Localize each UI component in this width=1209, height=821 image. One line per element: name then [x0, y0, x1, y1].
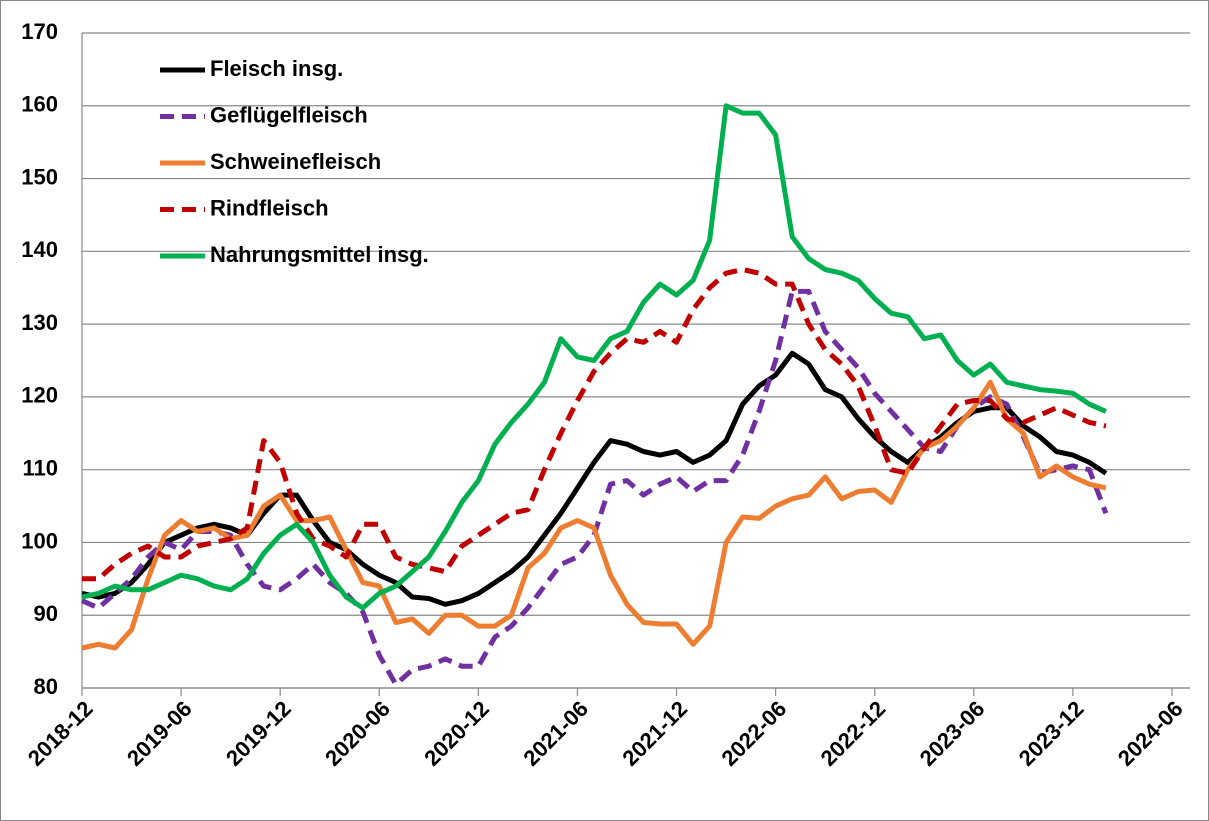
y-tick-label: 140 [21, 237, 58, 262]
y-tick-label: 160 [21, 92, 58, 117]
y-tick-label: 80 [34, 674, 58, 699]
series-line [82, 267, 1107, 582]
legend-label: Fleisch insg. [210, 56, 343, 81]
series-line [81, 103, 1107, 611]
y-tick-label: 110 [23, 455, 59, 480]
legend-label: Rindfleisch [210, 195, 329, 220]
y-tick-label: 100 [21, 528, 58, 553]
y-tick-label: 130 [21, 310, 58, 335]
series-line [81, 379, 1107, 651]
legend-label: Nahrungsmittel insg. [210, 242, 429, 267]
y-tick-label: 170 [21, 19, 58, 44]
legend-label: Schweinefleisch [210, 149, 381, 174]
y-tick-label: 120 [21, 383, 58, 408]
y-tick-label: 90 [34, 601, 58, 626]
y-tick-label: 150 [21, 164, 58, 189]
legend-label: Geflügelfleisch [210, 102, 368, 127]
